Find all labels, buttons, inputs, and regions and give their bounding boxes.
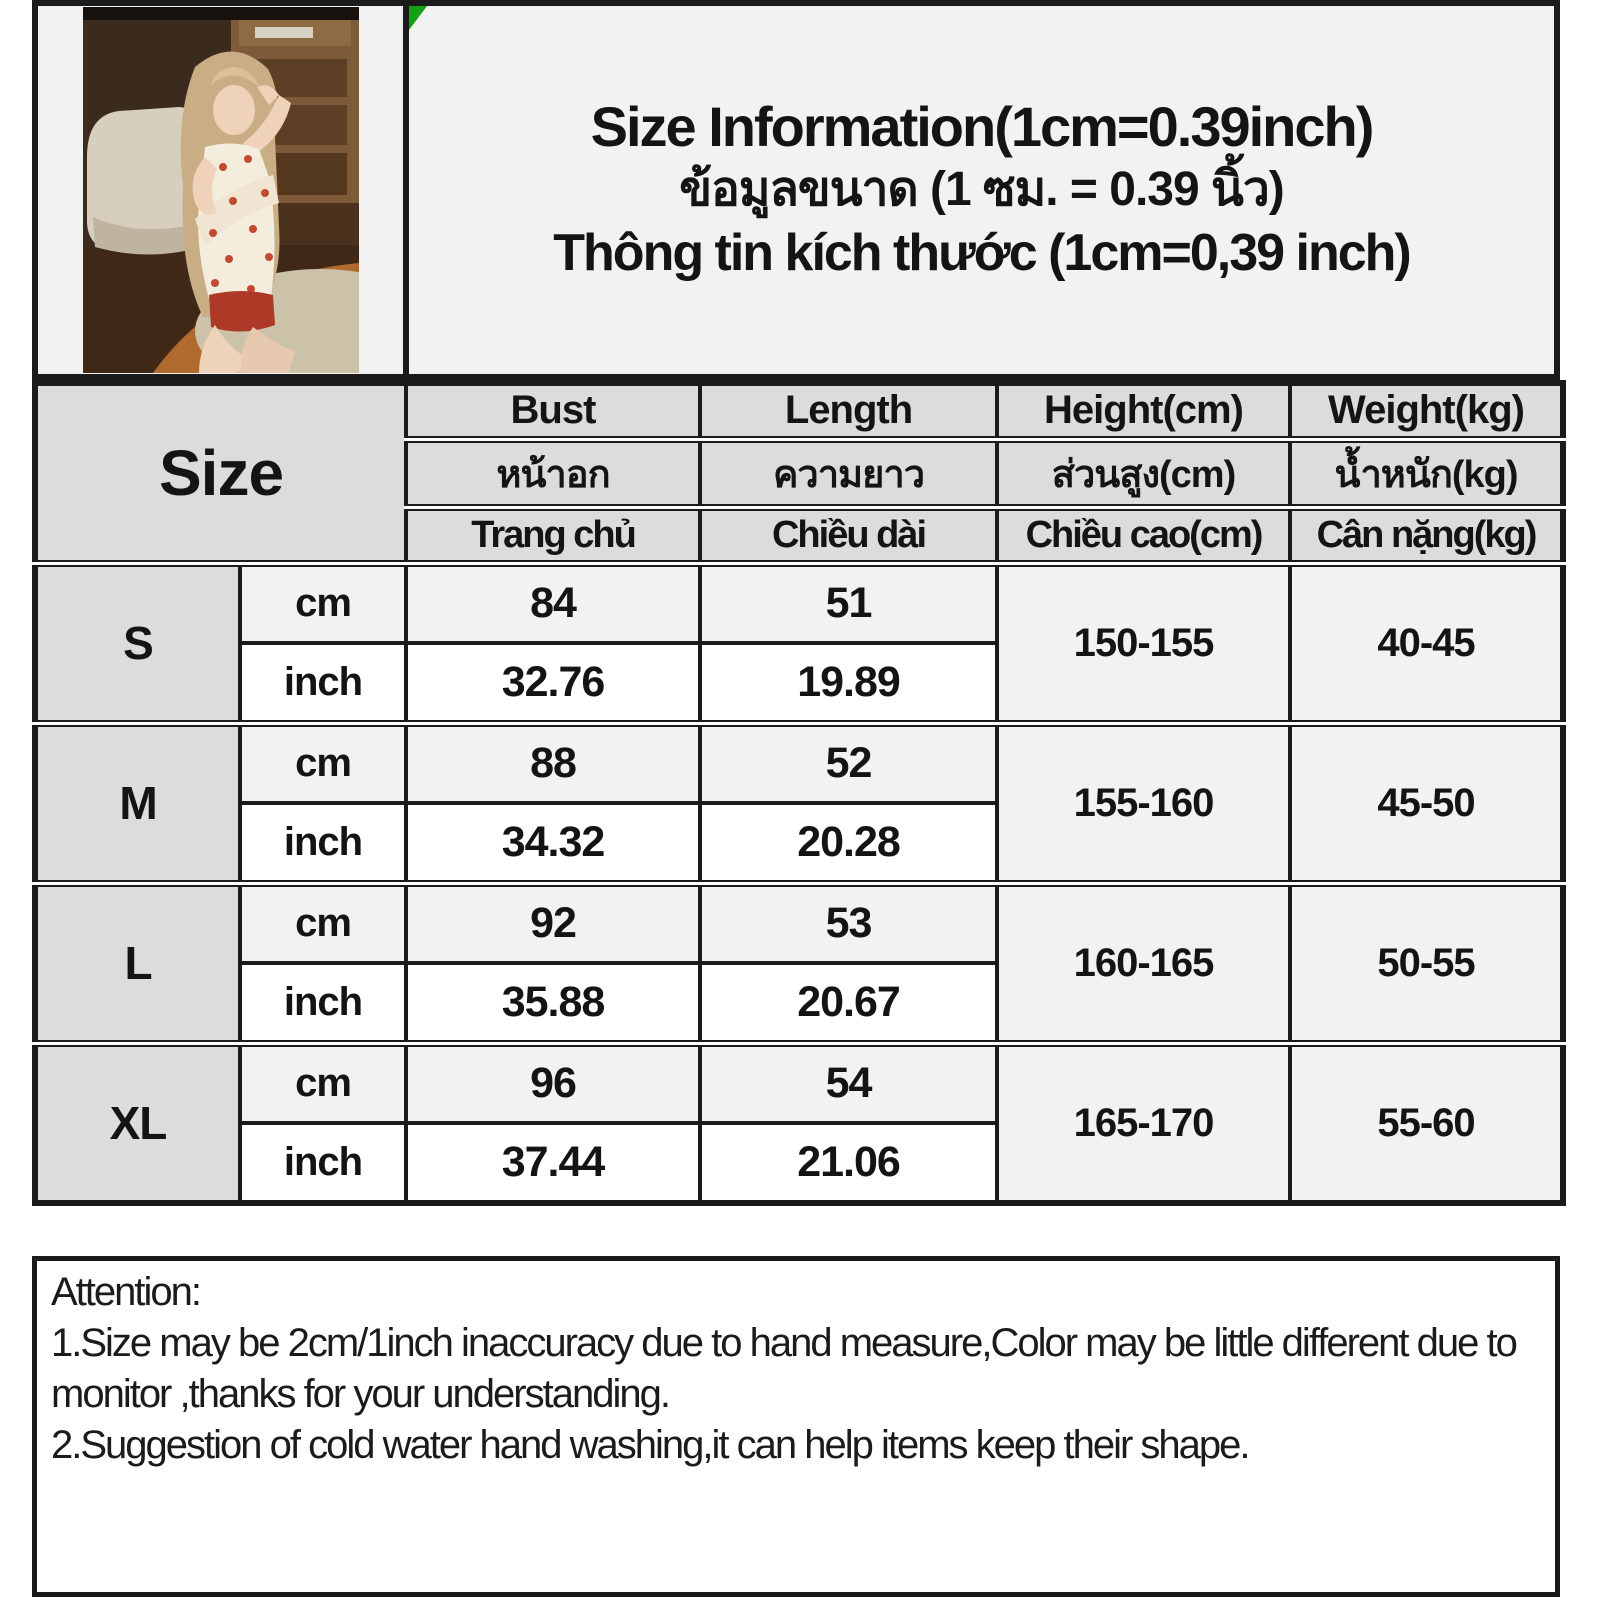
- col-header-length-th: ความยาว: [698, 435, 999, 509]
- corner-flag-icon: [409, 6, 427, 30]
- attention-note-1: 1.Size may be 2cm/1inch inaccuracy due t…: [51, 1321, 1518, 1416]
- unit-label-inch: inch: [238, 961, 408, 1045]
- length-cm-value: 51: [698, 559, 999, 645]
- length-cm-value: 54: [698, 1039, 999, 1125]
- col-header-weight-en: Weight(kg): [1288, 381, 1565, 441]
- col-header-bust-en: Bust: [404, 381, 702, 441]
- height-range: 155-160: [995, 719, 1292, 885]
- bust-inch-value: 34.32: [404, 801, 702, 885]
- table-row-l-inch: inch 35.88 20.67: [35, 961, 1563, 1045]
- title-cell: Size Information(1cm=0.39inch) ข้อมูลขนา…: [409, 6, 1554, 374]
- table-row-s-cm: S cm 84 51 150-155 40-45: [33, 559, 1565, 725]
- bust-cm-value: 84: [404, 559, 702, 645]
- col-header-bust-th: หน้าอก: [404, 435, 702, 509]
- title-vietnamese: Thông tin kích thước (1cm=0,39 inch): [553, 224, 1411, 282]
- unit-label-inch: inch: [238, 1121, 408, 1205]
- table-row-m-inch: inch 34.32 20.28: [35, 801, 1563, 885]
- product-photo-cell: [38, 6, 409, 374]
- col-header-height-en: Height(cm): [995, 381, 1292, 441]
- header-row-vi: Trang chủ Chiều dài Chiều cao(cm) Cân nặ…: [35, 503, 1565, 565]
- header-row-th: หน้าอก ความยาว ส่วนสูง(cm) น้ำหนัก(kg): [35, 435, 1565, 509]
- bust-cm-value: 96: [404, 1039, 702, 1125]
- length-inch-value: 20.67: [698, 961, 999, 1045]
- weight-range: 55-60: [1288, 1039, 1565, 1205]
- attention-heading: Attention:: [51, 1270, 202, 1314]
- length-inch-value: 21.06: [698, 1121, 999, 1205]
- height-range: 160-165: [995, 879, 1292, 1045]
- bust-cm-value: 92: [404, 879, 702, 965]
- armchair-illustration: [86, 107, 211, 255]
- length-cm-value: 52: [698, 719, 999, 805]
- unit-label-cm: cm: [238, 559, 408, 645]
- bust-inch-value: 32.76: [404, 641, 702, 725]
- bust-inch-value: 35.88: [404, 961, 702, 1045]
- model-illustration: [180, 51, 295, 373]
- table-row-m-cm: M cm 88 52 155-160 45-50: [33, 719, 1565, 885]
- top-section: Size Information(1cm=0.39inch) ข้อมูลขนา…: [32, 0, 1560, 380]
- attention-note-2: 2.Suggestion of cold water hand washing,…: [51, 1423, 1251, 1467]
- weight-range: 50-55: [1288, 879, 1565, 1045]
- col-header-height-th: ส่วนสูง(cm): [995, 435, 1292, 509]
- length-inch-value: 19.89: [698, 641, 999, 725]
- size-corner-label: Size: [33, 381, 408, 565]
- unit-label-inch: inch: [238, 641, 408, 725]
- attention-box: Attention: 1.Size may be 2cm/1inch inacc…: [32, 1256, 1560, 1597]
- height-range: 150-155: [995, 559, 1292, 725]
- col-header-length-vi: Chiều dài: [698, 503, 999, 565]
- size-label-m: M: [33, 719, 242, 885]
- bust-cm-value: 88: [404, 719, 702, 805]
- table-row-l-cm: L cm 92 53 160-165 50-55: [33, 879, 1565, 1045]
- height-range: 165-170: [995, 1039, 1292, 1205]
- bust-inch-value: 37.44: [404, 1121, 702, 1205]
- col-header-weight-vi: Cân nặng(kg): [1288, 503, 1565, 565]
- col-header-length-en: Length: [698, 381, 999, 441]
- title-thai: ข้อมูลขนาด (1 ซม. = 0.39 นิ้ว): [679, 163, 1285, 216]
- size-label-xl: XL: [33, 1039, 242, 1205]
- size-label-l: L: [33, 879, 242, 1045]
- unit-label-inch: inch: [238, 801, 408, 885]
- table-row-xl-inch: inch 37.44 21.06: [35, 1121, 1563, 1205]
- col-header-bust-vi: Trang chủ: [404, 503, 702, 565]
- length-cm-value: 53: [698, 879, 999, 965]
- title-english: Size Information(1cm=0.39inch): [590, 95, 1375, 158]
- col-header-height-vi: Chiều cao(cm): [995, 503, 1292, 565]
- table-row-xl-cm: XL cm 96 54 165-170 55-60: [33, 1039, 1565, 1205]
- unit-label-cm: cm: [238, 1039, 408, 1125]
- product-photo: [82, 7, 359, 373]
- size-table: Size Bust Length Height(cm) Weight(kg) ห…: [32, 380, 1566, 1206]
- length-inch-value: 20.28: [698, 801, 999, 885]
- unit-label-cm: cm: [238, 719, 408, 805]
- header-row-en: Size Bust Length Height(cm) Weight(kg): [33, 381, 1565, 565]
- weight-range: 45-50: [1288, 719, 1565, 885]
- table-row-s-inch: inch 32.76 19.89: [35, 641, 1563, 725]
- col-header-weight-th: น้ำหนัก(kg): [1288, 435, 1565, 509]
- unit-label-cm: cm: [238, 879, 408, 965]
- size-label-s: S: [33, 559, 242, 725]
- weight-range: 40-45: [1288, 559, 1565, 725]
